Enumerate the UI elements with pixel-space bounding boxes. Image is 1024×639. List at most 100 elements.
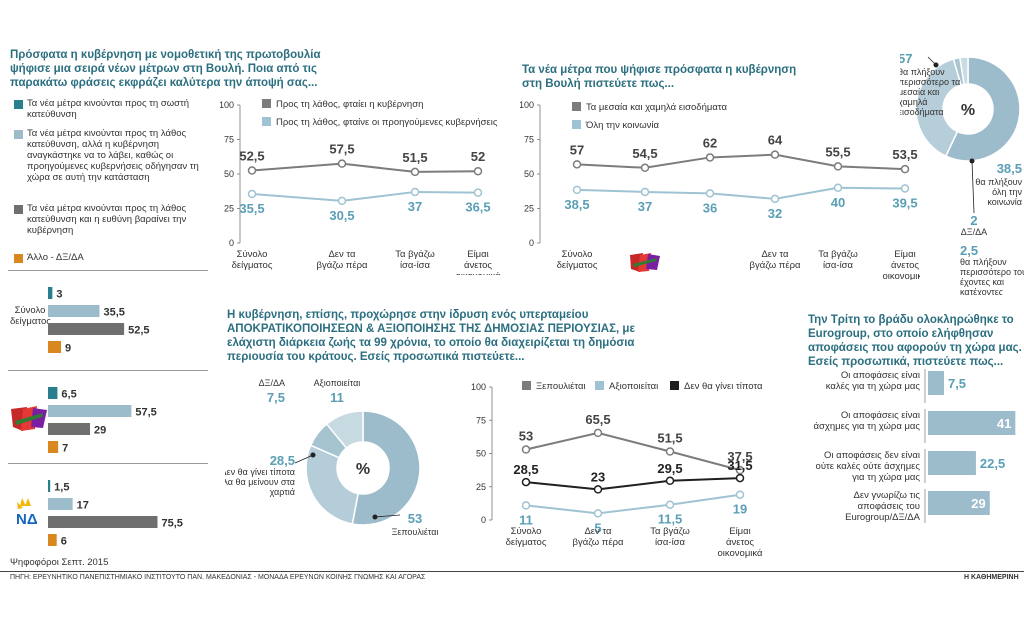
y-tick: 0 bbox=[229, 238, 234, 248]
donut-slice bbox=[325, 410, 364, 450]
x-tick: Τα βγάζω ίσα-ίσα bbox=[395, 249, 435, 271]
q1-bar-label: 9 bbox=[65, 343, 71, 355]
series-point bbox=[770, 194, 780, 204]
series-line bbox=[576, 153, 906, 171]
syriza-axis-logo-icon bbox=[630, 253, 660, 272]
x-tick: Τα βγάζω ίσα-ίσα bbox=[650, 526, 690, 548]
series-line bbox=[525, 431, 741, 472]
data-label: 23 bbox=[591, 469, 605, 484]
series-point bbox=[735, 465, 745, 475]
series-point bbox=[521, 445, 531, 454]
legend-swatch bbox=[522, 381, 531, 390]
series-point bbox=[410, 167, 420, 177]
data-label: 37 bbox=[638, 199, 652, 214]
footer-source: ΠΗΓΗ: ΕΡΕΥΝΗΤΙΚΟ ΠΑΝΕΠΙΣΤΗΜΙΑΚΟ ΙΝΣΤΙΤΟΥ… bbox=[10, 574, 426, 581]
data-label: 38,5 bbox=[564, 197, 589, 212]
series-point bbox=[337, 196, 347, 206]
legend-label: Δεν θα γίνει τίποτα bbox=[684, 381, 763, 392]
data-label: 32 bbox=[768, 206, 782, 221]
q4-category: Οι αποφάσεις είναι άσχημες για τη χώρα μα… bbox=[814, 410, 921, 432]
donut-slice bbox=[351, 410, 421, 526]
slice-text: Ξεπουλιέται bbox=[391, 527, 438, 537]
q4-value: 29 bbox=[971, 496, 985, 511]
data-label: 29,5 bbox=[657, 461, 682, 476]
y-tick: 0 bbox=[481, 515, 486, 525]
divider bbox=[8, 370, 208, 371]
divider bbox=[8, 463, 208, 464]
q1-bar bbox=[48, 423, 91, 435]
data-label: 64 bbox=[768, 133, 783, 148]
series-point bbox=[665, 447, 675, 456]
data-label: 62 bbox=[703, 135, 717, 150]
q1-bar-label: 6,5 bbox=[61, 389, 76, 401]
series-point bbox=[247, 189, 257, 199]
slice-value: 11 bbox=[330, 390, 344, 405]
x-tick: Δεν τα βγάζω πέρα bbox=[572, 526, 624, 548]
series-point bbox=[473, 188, 483, 197]
divider bbox=[8, 270, 208, 271]
series-point bbox=[900, 164, 910, 174]
series-point bbox=[410, 187, 420, 197]
y-tick: 25 bbox=[524, 204, 534, 214]
leader-dot bbox=[310, 452, 316, 458]
data-label: 52 bbox=[471, 149, 485, 164]
q2-title: Τα νέα μέτρα που ψήφισε πρόσφατα η κυβέρ… bbox=[522, 64, 797, 90]
data-label: 36 bbox=[703, 200, 717, 215]
donut-slice bbox=[959, 56, 969, 86]
leader-line bbox=[374, 514, 401, 518]
data-label: 37,5 bbox=[727, 449, 752, 464]
line-chart-q3: 100 75 50 25 0 Ξεπουλιέται Αξιοποιείται Δεν θα … bbox=[471, 381, 763, 559]
leader-dot bbox=[372, 514, 378, 520]
q1-bar bbox=[48, 305, 100, 317]
slice-text: θα πλήξουν όλη την κοινωνία bbox=[975, 177, 1022, 207]
data-label: 31,5 bbox=[727, 458, 752, 473]
x-tick: Σύνολο δείγματος bbox=[506, 526, 547, 548]
legend-text-wrong-prev-govs: Τα νέα μέτρα κινούνται προς τη λάθος κατ… bbox=[27, 128, 199, 183]
leader-dot bbox=[969, 158, 975, 164]
series-point bbox=[833, 162, 843, 171]
x-tick-nd: ΝΔ bbox=[700, 279, 720, 280]
data-label: 35,5 bbox=[239, 201, 264, 216]
data-label: 28,5 bbox=[513, 462, 538, 477]
line-chart-q2: 100 75 50 25 0 Τα μεσαία και χαμηλά εισοδήματ… bbox=[520, 100, 920, 280]
series-point bbox=[593, 485, 603, 494]
series-point bbox=[337, 159, 347, 168]
q1-bar-label: 17 bbox=[77, 500, 89, 512]
q4-bar bbox=[928, 411, 1016, 435]
donut-center: % bbox=[356, 461, 370, 478]
slice-value: 2 bbox=[970, 213, 977, 228]
q1-bar-label: 1,5 bbox=[54, 482, 69, 494]
series-point bbox=[572, 160, 582, 169]
q4-category: Οι αποφάσεις είναι καλές για τη χώρα μας bbox=[826, 370, 921, 392]
q1-bar-label: 7 bbox=[62, 443, 68, 455]
x-tick: Δεν τα βγάζω πέρα bbox=[316, 249, 368, 271]
q1-bar-label: 3 bbox=[56, 289, 62, 301]
syriza-logo-icon bbox=[11, 406, 47, 431]
legend-label: Προς τη λάθος, φταίνε οι προηγούμενες κυ… bbox=[276, 117, 498, 128]
legend-label: Όλη την κοινωνία bbox=[585, 120, 660, 131]
legend-swatch bbox=[572, 102, 581, 111]
data-label: 5 bbox=[594, 520, 601, 535]
q1-bar bbox=[48, 341, 62, 353]
q1-title: Πρόσφατα η κυβέρνηση με νομοθετική της π… bbox=[10, 49, 321, 89]
data-label: 40 bbox=[831, 195, 845, 210]
data-label: 11,5 bbox=[658, 512, 683, 527]
y-tick: 25 bbox=[224, 204, 234, 214]
legend-swatch bbox=[595, 381, 604, 390]
q1-bar bbox=[48, 441, 59, 453]
series-point bbox=[593, 509, 603, 518]
group-label-total: Σύνολο δείγματος bbox=[10, 305, 51, 327]
series-point bbox=[735, 490, 745, 499]
legend-swatch-right-direction bbox=[14, 100, 23, 109]
slice-value: 38,5 bbox=[997, 161, 1022, 176]
data-label: 53,5 bbox=[892, 147, 917, 162]
q4-category: Δεν γνωρίζω τις αποφάσεις του Eurogroup/ΔΞ… bbox=[845, 490, 921, 523]
slice-text: Δεν θα γίνει τίποτακαι όλα θα μείνουν στ… bbox=[225, 467, 295, 497]
q4-title: Την Τρίτη το βράδυ ολοκληρώθηκε το Eurog… bbox=[808, 314, 1022, 368]
series-point bbox=[770, 150, 780, 159]
series-line bbox=[525, 477, 741, 491]
legend-text-right-direction: Τα νέα μέτρα κινούνται προς τη σωστή κατ… bbox=[27, 98, 190, 120]
